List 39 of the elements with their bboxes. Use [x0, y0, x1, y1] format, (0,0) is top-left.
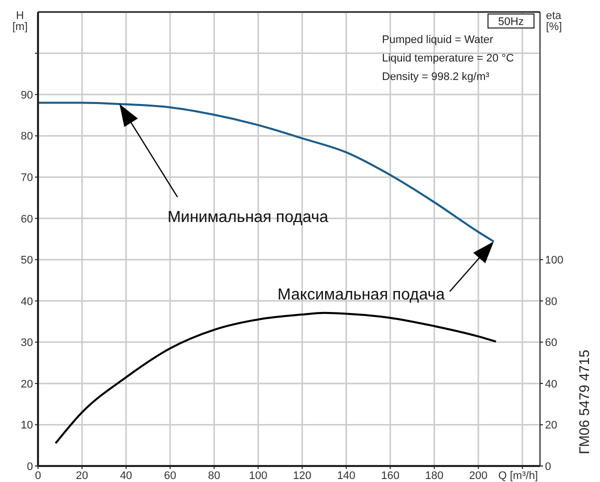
y2-tick-label: 0: [545, 460, 552, 473]
y-tick-label: 80: [20, 130, 33, 143]
y2-tick-label: 80: [545, 296, 558, 308]
annotation: Liquid temperature = 20 °C: [382, 52, 514, 64]
x-tick-label: 60: [164, 470, 176, 482]
y-tick-label: 40: [20, 296, 33, 308]
y-tick-label: 20: [20, 378, 33, 390]
y-tick-label: 70: [20, 172, 33, 184]
line-series: [54, 312, 497, 444]
y-tick-label: 50: [20, 254, 33, 267]
x-tick-label: 160: [381, 470, 400, 482]
x-tick-label: 80: [208, 470, 220, 482]
x-tick-label: 40: [120, 470, 132, 482]
x-tick-label: 20: [76, 470, 88, 482]
annotation: Максимальная подача: [277, 286, 445, 304]
y-tick-label: 10: [20, 420, 33, 432]
y-tick-label: 0: [26, 460, 33, 473]
x-tick-label: 100: [248, 470, 268, 482]
x-axis-title: Q [m³/h]: [498, 470, 538, 482]
y-tick-label: 60: [20, 213, 33, 226]
x-tick-label: 180: [425, 470, 444, 482]
x-tick-label: 120: [293, 470, 312, 482]
x-tick-label: 200: [469, 470, 488, 482]
annotation: Pumped liquid = Water: [382, 34, 494, 46]
y2-tick-label: 100: [545, 254, 564, 267]
y2-axis-title: eta [%]: [546, 10, 562, 33]
y2-tick-label: 60: [545, 337, 558, 350]
y-tick-label: 30: [20, 337, 33, 350]
x-tick-label: 0: [34, 470, 42, 482]
annotation: Минимальная подача: [167, 209, 328, 226]
annotation: Density = 998.2 kg/m³: [382, 71, 490, 83]
text: ГМ06 5479 4715: [576, 350, 592, 454]
y2-tick-label: 20: [545, 420, 558, 432]
chart-title: 50Hz: [498, 16, 524, 28]
y-axis-title: H [m]: [12, 10, 28, 33]
line-series: [38, 102, 495, 242]
x-tick-label: 140: [337, 470, 356, 482]
y-tick-label: 90: [20, 89, 33, 102]
y2-tick-label: 40: [545, 378, 558, 390]
